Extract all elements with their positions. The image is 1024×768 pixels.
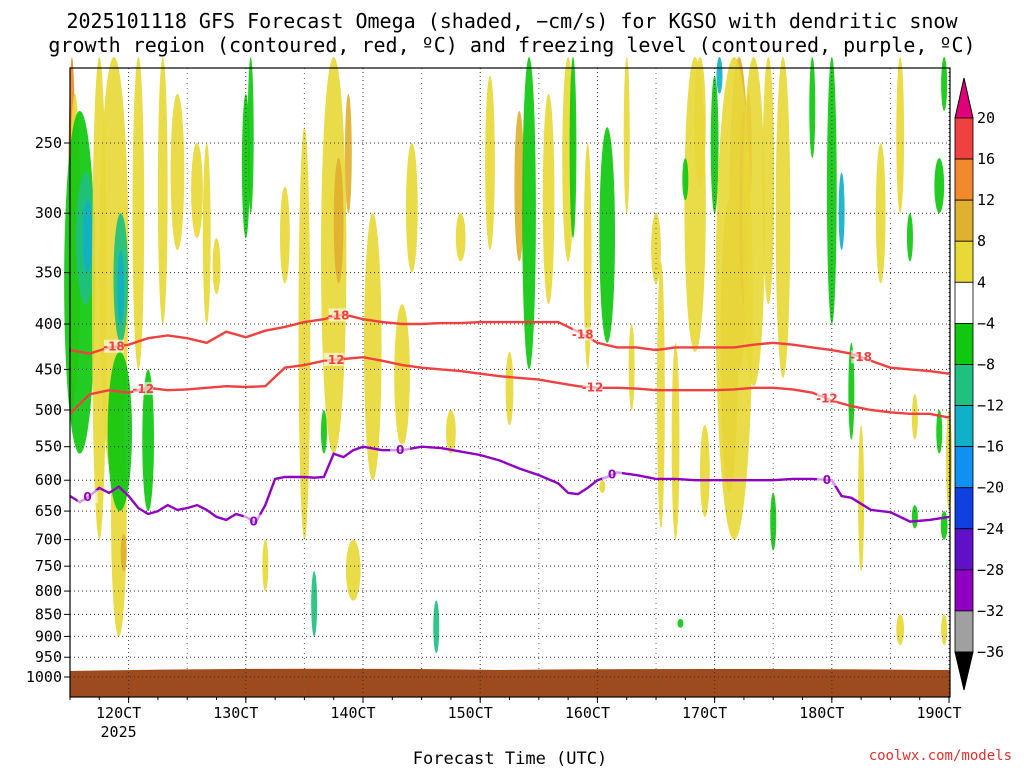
credit-text: coolwx.com/models	[869, 748, 1012, 764]
colorbar-box	[954, 610, 974, 653]
y-tick-label: 500	[35, 401, 62, 419]
x-tick-label: 170CT	[682, 704, 727, 722]
colorbar-label: 12	[977, 191, 995, 209]
y-tick-label: 900	[35, 627, 62, 645]
colorbar-label: −8	[977, 355, 995, 373]
colorbar-box	[954, 117, 974, 160]
y-tick-label: 300	[35, 204, 62, 222]
x-tick-label: 150CT	[448, 704, 493, 722]
y-tick-label: 700	[35, 531, 62, 549]
colorbar-label: 20	[977, 109, 995, 127]
y-tick-label: 400	[35, 315, 62, 333]
y-tick-label: 750	[35, 557, 62, 575]
y-axis: 250 300 350 400 450 500 550 600 650 700 750 800 850 9…	[26, 134, 70, 686]
colorbar-box	[954, 281, 974, 324]
x-tick-year-label: 2025	[101, 723, 137, 741]
colorbar-label: −28	[977, 561, 1004, 579]
x-axis-title: Forecast Time (UTC)	[413, 749, 607, 768]
colorbar-box	[954, 569, 974, 612]
contour-label-1-3: -12	[816, 392, 838, 406]
contour-line-1	[69, 355, 950, 419]
contour-label-1-0: -12	[132, 382, 154, 396]
colorbar-top-arrow	[954, 77, 974, 119]
ground-fill	[70, 668, 950, 697]
colorbar-bottom-arrow	[954, 651, 974, 691]
colorbar-label: 8	[977, 232, 986, 250]
x-tick-label: 180CT	[799, 704, 844, 722]
y-tick-label: 650	[35, 502, 62, 520]
y-tick-label: 1000	[26, 668, 62, 686]
x-axis: 120CT 130CT 140CT 150CT 160CT 170CT 180CT 190CT…	[69, 697, 962, 741]
y-tick-label: 600	[35, 471, 62, 489]
colorbar-label: −20	[977, 479, 1004, 497]
colorbar-label: 4	[977, 273, 986, 291]
contour-label-2-4: 0	[823, 473, 831, 487]
chart-title-line-1: 2025101118 GFS Forecast Omega (shaded, −…	[66, 9, 958, 33]
y-tick-label: 800	[35, 582, 62, 600]
colorbar-box	[954, 487, 974, 530]
y-tick-label: 550	[35, 438, 62, 456]
colorbar-label: −12	[977, 397, 1004, 415]
colorbar-label: 16	[977, 150, 995, 168]
grid	[70, 68, 950, 697]
contour-label-2-3: 0	[608, 468, 616, 482]
contour-label-2-0: 0	[83, 490, 91, 504]
colorbar-box	[954, 199, 974, 242]
colorbar-box	[954, 405, 974, 448]
chart-title-line-2: growth region (contoured, red, ºC) and f…	[48, 33, 975, 57]
colorbar-label: −4	[977, 314, 995, 332]
colorbar-box	[954, 528, 974, 571]
contour-label-1-1: -12	[323, 353, 345, 367]
colorbar-label: −36	[977, 643, 1004, 661]
x-tick-label: 190CT	[916, 704, 961, 722]
x-tick-label: 140CT	[330, 704, 375, 722]
contour-line-0	[69, 313, 950, 375]
contour-label-2-2: 0	[396, 443, 404, 457]
x-tick-label: 120CT	[96, 704, 141, 722]
colorbar-box	[954, 446, 974, 489]
contour-label-2-1: 0	[249, 515, 257, 529]
colorbar-box	[954, 364, 974, 406]
colorbar-label: −16	[977, 438, 1004, 456]
x-tick-label: 160CT	[565, 704, 610, 722]
y-tick-label: 250	[35, 134, 62, 152]
colorbar-box	[954, 240, 974, 283]
contour-label-0-3: -18	[850, 350, 872, 364]
colorbar-box	[954, 158, 974, 201]
colorbar-label: −24	[977, 520, 1004, 538]
y-tick-label: 350	[35, 264, 62, 282]
y-tick-label: 450	[35, 360, 62, 378]
y-tick-label: 950	[35, 648, 62, 666]
colorbar-box	[954, 322, 974, 365]
contour-label-0-0: -18	[103, 340, 125, 354]
x-tick-label: 130CT	[213, 704, 258, 722]
contour-label-1-2: -12	[582, 380, 604, 394]
contour-label-0-2: -18	[572, 327, 594, 341]
contours: -18 -18 -18 -18 -12 -12 -12 -12 0 0 0 0 0	[69, 308, 950, 529]
colorbar-label: −32	[977, 602, 1004, 620]
colorbar: 20 16 12 8 4 −4 −8 −12 −16 −20 −24 −28 −32 −36	[954, 77, 1004, 691]
y-tick-label: 850	[35, 605, 62, 623]
contour-label-0-1: -18	[328, 309, 350, 323]
